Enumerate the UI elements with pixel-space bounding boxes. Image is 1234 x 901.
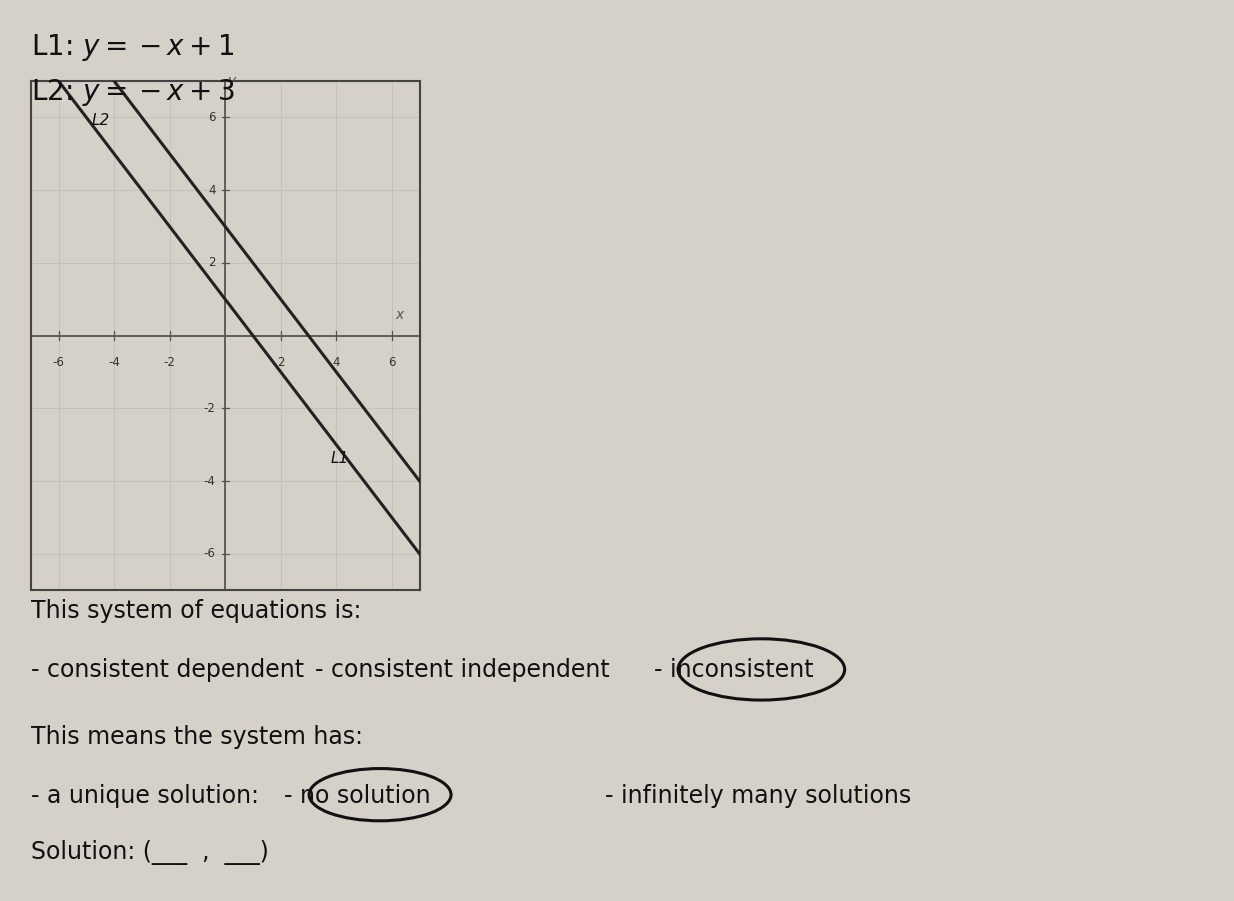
Text: 4: 4 — [209, 184, 216, 196]
Text: L1: L1 — [331, 450, 349, 466]
Text: - consistent dependent: - consistent dependent — [31, 658, 304, 682]
Text: - consistent independent: - consistent independent — [315, 658, 610, 682]
Text: 6: 6 — [209, 111, 216, 124]
Text: L2: $y=-x+3$: L2: $y=-x+3$ — [31, 77, 234, 107]
Text: - a unique solution:: - a unique solution: — [31, 784, 259, 808]
Text: This means the system has:: This means the system has: — [31, 725, 363, 750]
Text: - inconsistent: - inconsistent — [654, 658, 813, 682]
Text: $y$: $y$ — [227, 75, 237, 90]
Text: $x$: $x$ — [395, 308, 406, 323]
Text: -6: -6 — [204, 547, 216, 560]
Text: 6: 6 — [387, 356, 396, 369]
Text: L2: L2 — [91, 113, 110, 128]
Text: 2: 2 — [209, 257, 216, 269]
Text: -2: -2 — [164, 356, 175, 369]
Text: - no solution: - no solution — [284, 784, 431, 808]
Text: L1: $y=-x+1$: L1: $y=-x+1$ — [31, 32, 234, 62]
Text: 2: 2 — [276, 356, 285, 369]
Text: -4: -4 — [109, 356, 120, 369]
Text: 4: 4 — [332, 356, 341, 369]
Text: Solution: (___  ,  ___): Solution: (___ , ___) — [31, 840, 269, 865]
Text: -4: -4 — [204, 475, 216, 487]
Text: - infinitely many solutions: - infinitely many solutions — [605, 784, 911, 808]
Text: -6: -6 — [53, 356, 64, 369]
Text: This system of equations is:: This system of equations is: — [31, 599, 362, 623]
Text: -2: -2 — [204, 402, 216, 414]
